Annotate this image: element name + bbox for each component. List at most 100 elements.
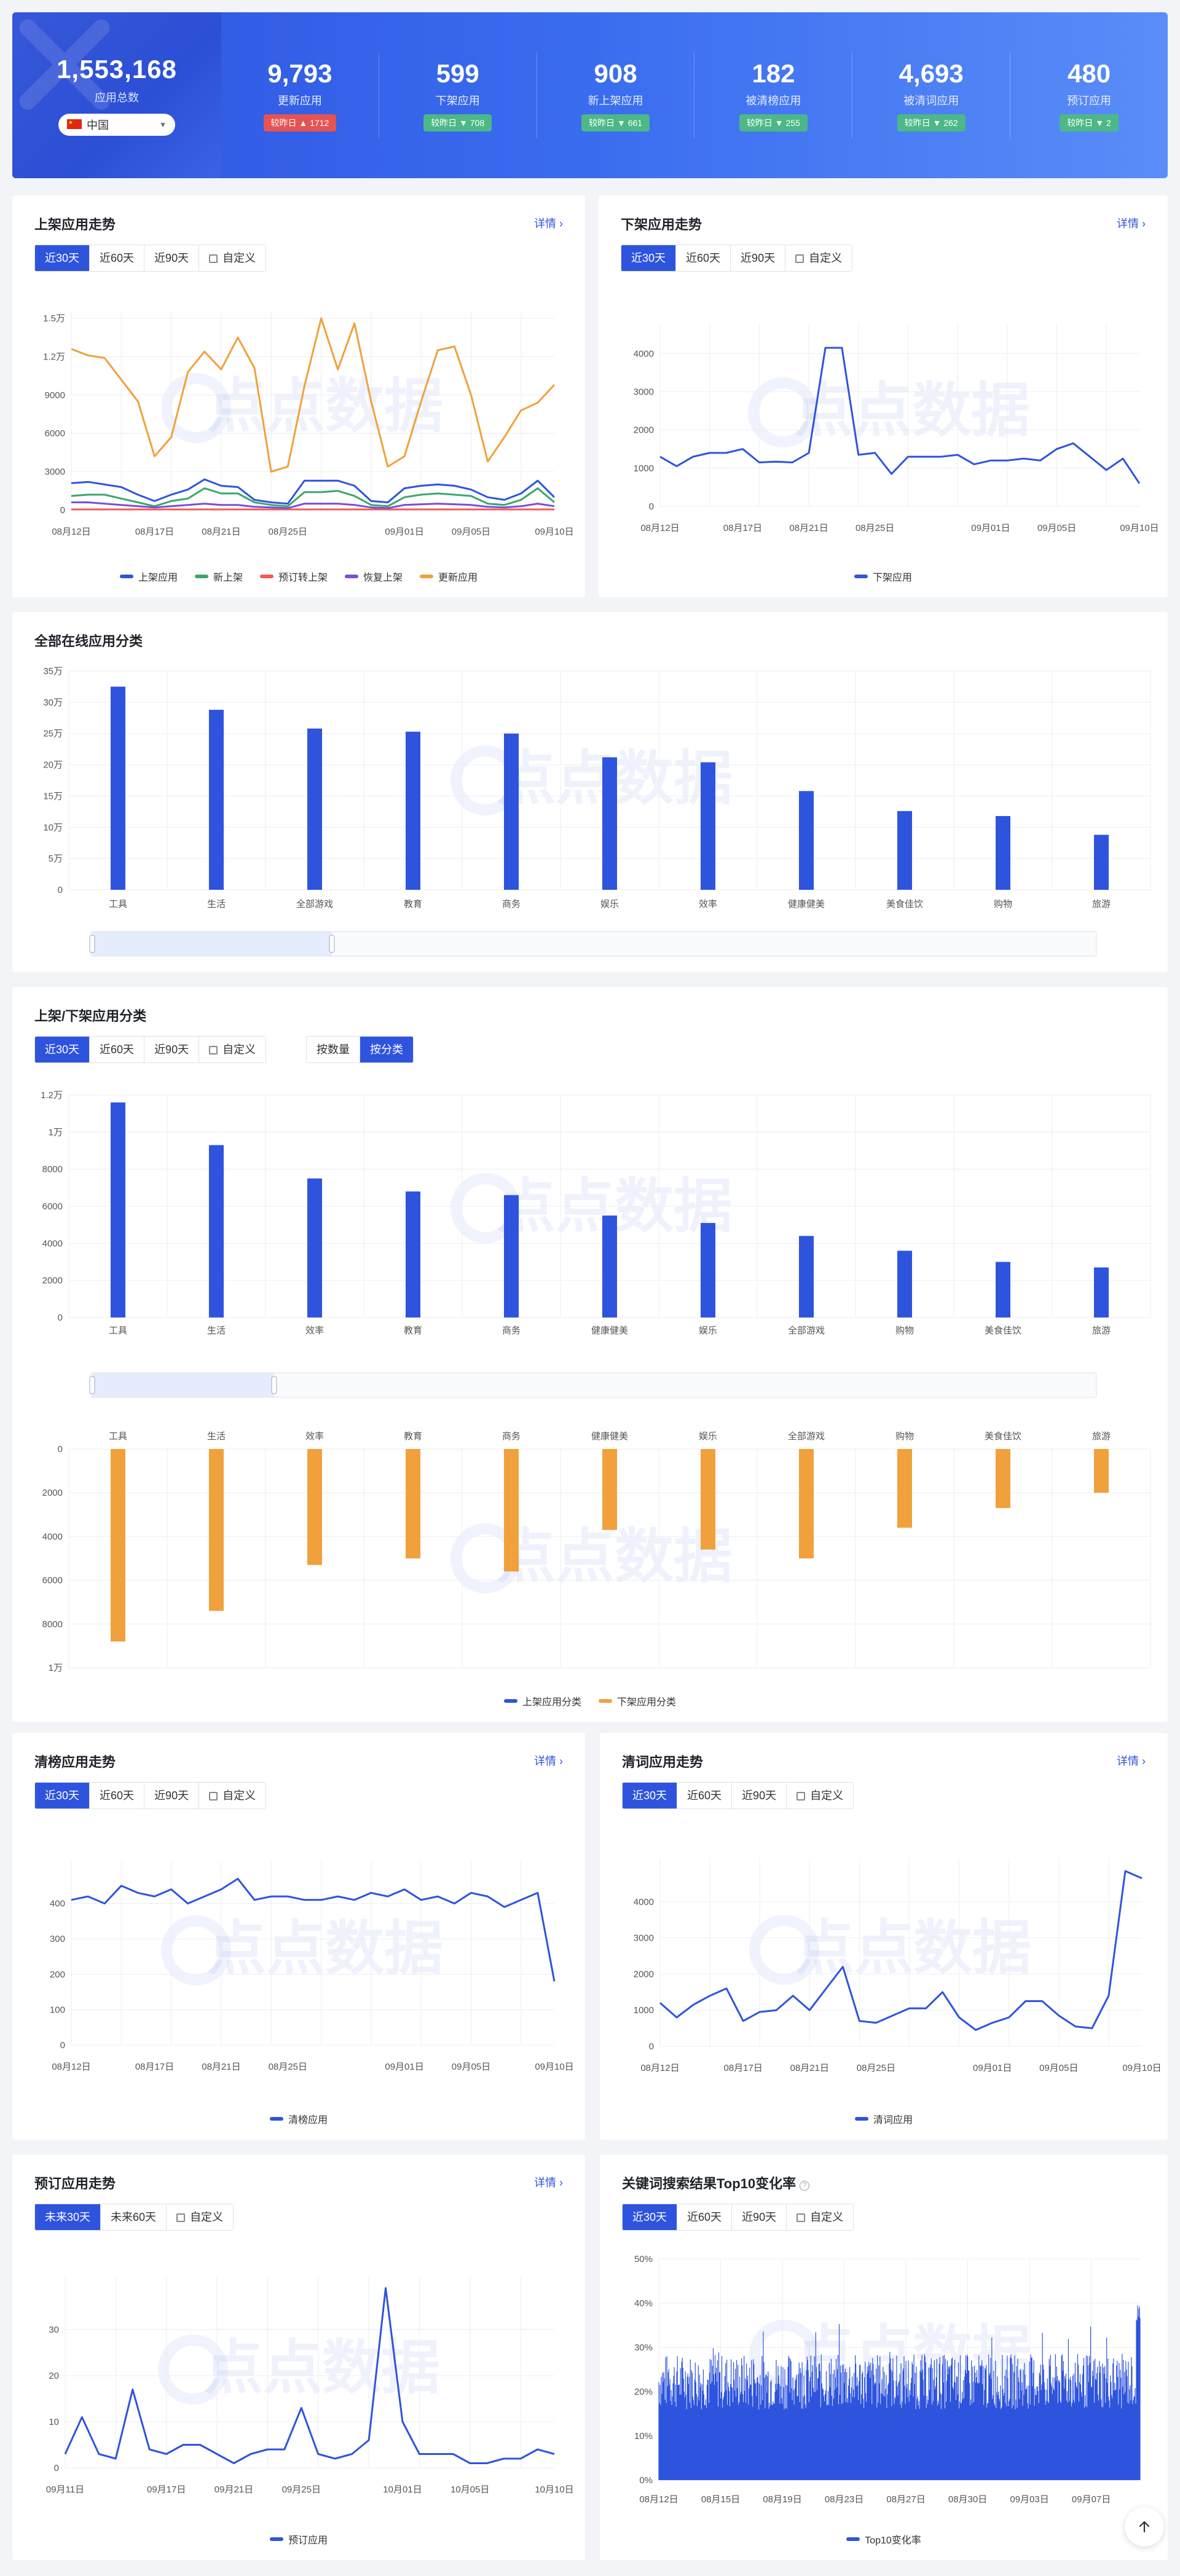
watermark-logo-icon [161, 373, 231, 443]
tab-label: 近60天 [100, 1789, 135, 1802]
x-tick-label: 教育 [404, 1325, 422, 1336]
legend-item[interactable]: 更新应用 [420, 569, 478, 584]
range-tab[interactable]: 近30天 [623, 1783, 678, 1808]
preorder-card: 预订应用走势 详情 › 未来30天 未来60天 自定义 点点数据 0 10 20 30 09月… [12, 2154, 585, 2560]
stat-item[interactable]: 908 新上架应用 较昨日 ▼ 661 [537, 52, 695, 138]
help-icon[interactable]: ? [800, 2181, 810, 2191]
legend-item[interactable]: 清词应用 [854, 2111, 913, 2126]
mode-tab[interactable]: 按数量 [307, 1037, 360, 1062]
bar-down [209, 1449, 224, 1611]
legend-label: 上架应用分类 [522, 1697, 581, 1708]
legend-item[interactable]: 上架应用分类 [503, 1694, 581, 1708]
range-tab[interactable]: 近60天 [90, 245, 145, 271]
legend-swatch [259, 575, 273, 578]
legend-item[interactable]: 下架应用分类 [599, 1694, 676, 1708]
mode-tab[interactable]: 按分类 [360, 1037, 413, 1062]
y-tick-label: 1.5万 [43, 313, 65, 324]
legend-label: 新上架 [213, 573, 243, 583]
x-tick-label: 08月23日 [825, 2494, 863, 2505]
x-tick-label: 美食佳饮 [985, 1431, 1021, 1442]
stat-item[interactable]: 182 被清榜应用 较昨日 ▼ 255 [694, 52, 853, 138]
x-tick-label: 09月05日 [452, 2062, 490, 2072]
range-tab[interactable]: 未来60天 [101, 2204, 167, 2230]
card-title: 关键词搜索结果Top10变化率? [622, 2173, 810, 2193]
details-link[interactable]: 详情 › [1117, 1755, 1146, 1767]
keyword-change-card: 关键词搜索结果Top10变化率? 近30天 近60天 近90天 自定义 点点数据 0% 1… [600, 2154, 1168, 2560]
x-tick-label: 09月07日 [1072, 2494, 1111, 2505]
details-link[interactable]: 详情 › [534, 1755, 563, 1767]
range-tab[interactable]: 近60天 [677, 1783, 733, 1808]
details-link[interactable]: 详情 › [1117, 218, 1146, 230]
y-tick-label: 2000 [634, 425, 654, 436]
range-tab[interactable]: 自定义 [199, 1037, 266, 1062]
range-tab[interactable]: 近90天 [732, 1783, 787, 1808]
legend-item[interactable]: 下架应用 [854, 569, 912, 584]
range-tab[interactable]: 近30天 [623, 2204, 678, 2230]
stat-value: 4,693 [899, 59, 964, 88]
x-tick-label: 09月10日 [1120, 523, 1158, 533]
watermark-logo-icon [749, 2320, 819, 2390]
range-tab[interactable]: 近60天 [90, 1037, 145, 1062]
x-tick-label: 工具 [109, 1431, 127, 1442]
y-tick-label: 25万 [43, 729, 63, 739]
bar [504, 733, 519, 890]
range-tab[interactable]: 近30天 [35, 1037, 90, 1062]
stat-label: 新上架应用 [588, 95, 643, 107]
legend-item[interactable]: 预订转上架 [259, 569, 328, 584]
y-tick-label: 0 [649, 2041, 654, 2052]
range-tab[interactable]: 近30天 [35, 245, 90, 271]
range-tab[interactable]: 自定义 [167, 2204, 234, 2230]
stat-item[interactable]: 480 预订应用 较昨日 ▼ 2 [1010, 52, 1168, 138]
x-tick-label: 09月10日 [535, 527, 573, 537]
country-select[interactable]: 中国 ▼ [58, 114, 175, 136]
x-tick-label: 旅游 [1092, 1431, 1111, 1442]
x-tick-label: 08月12日 [52, 527, 90, 537]
stat-item[interactable]: 4,693 被清词应用 较昨日 ▼ 262 [852, 52, 1011, 138]
details-link[interactable]: 详情 › [534, 218, 563, 230]
y-tick-label: 2000 [42, 1276, 63, 1286]
stat-item[interactable]: 599 下架应用 较昨日 ▼ 708 [379, 52, 537, 138]
legend-swatch [269, 2117, 283, 2121]
watermark-logo-icon [161, 1915, 231, 1985]
range-tab[interactable]: 自定义 [785, 245, 852, 271]
range-tabs: 近30天 近60天 近90天 自定义 [622, 1782, 854, 1809]
details-link[interactable]: 详情 › [534, 2177, 563, 2189]
legend-item[interactable]: 上架应用 [119, 569, 178, 584]
range-tab[interactable]: 近60天 [677, 2204, 733, 2230]
back-to-top-button[interactable] [1125, 2507, 1164, 2547]
x-tick-label: 效率 [699, 899, 717, 909]
range-tab[interactable]: 未来30天 [35, 2204, 101, 2230]
range-tab[interactable]: 自定义 [787, 1783, 854, 1808]
y-tick-label: 6000 [42, 1576, 63, 1586]
range-tabs: 未来30天 未来60天 自定义 [34, 2204, 234, 2231]
range-tab[interactable]: 近90天 [732, 2204, 787, 2230]
range-tab[interactable]: 近60天 [90, 1783, 145, 1808]
stat-item[interactable]: 9,793 更新应用 较昨日 ▲ 1712 [221, 52, 379, 138]
range-tab[interactable]: 近30天 [621, 245, 677, 271]
range-tab[interactable]: 自定义 [787, 2204, 854, 2230]
range-tab[interactable]: 近90天 [731, 245, 786, 271]
range-tab[interactable]: 自定义 [199, 1783, 266, 1808]
x-tick-label: 购物 [994, 899, 1012, 909]
card-title: 清榜应用走势 [34, 1754, 116, 1770]
range-tab[interactable]: 近90天 [144, 1037, 200, 1062]
legend-item[interactable]: 预订应用 [269, 2532, 328, 2547]
chart-legend: 预订应用 [12, 2532, 585, 2547]
x-tick-label: 08月12日 [639, 2494, 678, 2505]
legend-item[interactable]: 恢复上架 [345, 569, 403, 584]
y-tick-label: 0 [58, 1444, 63, 1455]
range-tab[interactable]: 近90天 [144, 1783, 200, 1808]
legend-item[interactable]: 新上架 [194, 569, 243, 584]
legend-item[interactable]: 清榜应用 [269, 2111, 328, 2126]
range-tab[interactable]: 自定义 [199, 245, 266, 271]
bar [111, 686, 125, 890]
bar-down [701, 1449, 715, 1550]
range-tab[interactable]: 近90天 [144, 245, 200, 271]
range-tab[interactable]: 近60天 [676, 245, 731, 271]
y-tick-label: 9000 [45, 390, 65, 401]
x-tick-label: 购物 [895, 1325, 914, 1336]
range-tab[interactable]: 近30天 [35, 1783, 90, 1808]
legend-item[interactable]: Top10变化率 [846, 2532, 921, 2547]
